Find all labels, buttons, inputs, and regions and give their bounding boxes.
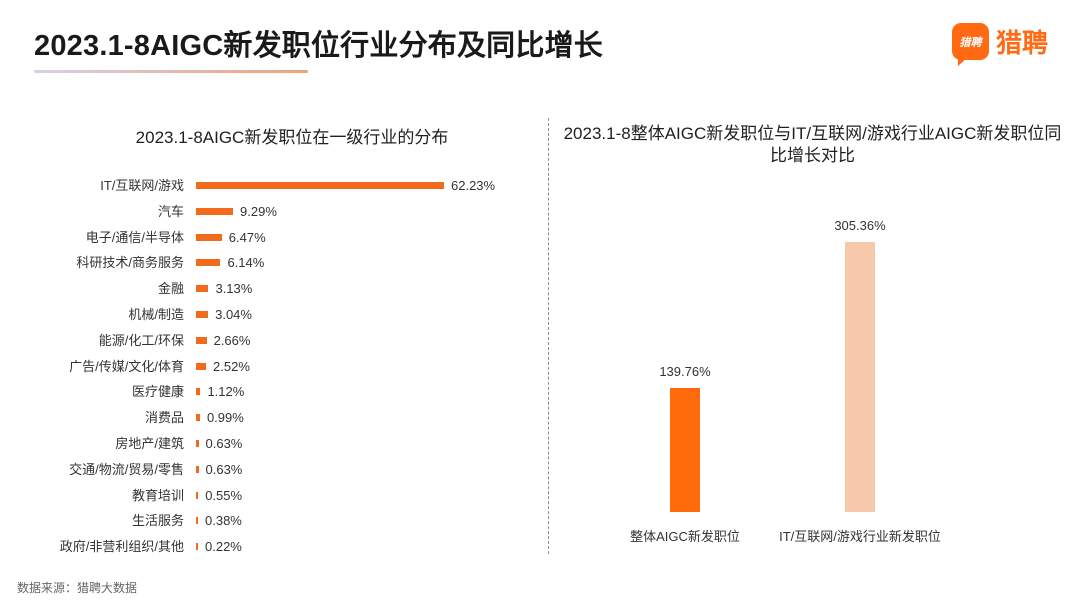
speech-bubble-icon: 猎聘 <box>952 23 989 66</box>
right-chart-title: 2023.1-8整体AIGC新发职位与IT/互联网/游戏行业AIGC新发职位同比… <box>563 124 1062 165</box>
bar <box>196 414 200 422</box>
bar-category-label: 科研技术/商务服务 <box>76 255 184 271</box>
bar <box>196 362 207 370</box>
bar-value-label: 6.47% <box>228 229 266 245</box>
brand-logo: 猎聘 猎聘 <box>952 23 1049 66</box>
bar-category-label: 广告/传媒/文化/体育 <box>69 358 184 374</box>
bar-row: 能源/化工/环保 2.66% <box>0 331 548 351</box>
bar-row: 生活服务 0.38% <box>0 511 548 531</box>
bar-value-label: 0.38% <box>205 513 242 529</box>
bar-category-label: 金融 <box>157 281 184 297</box>
bar-value-label: 1.12% <box>207 384 245 400</box>
bar-value-label: 2.66% <box>213 332 251 348</box>
bar-row: 机械/制造 3.04% <box>0 305 548 325</box>
bar-row: 教育培训 0.55% <box>0 486 548 506</box>
bar-row: 广告/传媒/文化/体育 2.52% <box>0 357 548 377</box>
bar <box>196 285 209 293</box>
bar-value-label: 9.29% <box>240 203 277 219</box>
bar-category-label: IT/互联网/游戏 <box>100 178 184 193</box>
bar-value-label: 2.52% <box>213 358 250 374</box>
bar-category-label: 医疗健康 <box>131 384 184 400</box>
bar <box>196 465 199 473</box>
bar-category-label: 电子/通信/半导体 <box>85 229 184 245</box>
bar-row: 医疗健康 1.12% <box>0 382 548 402</box>
bar <box>196 182 444 189</box>
bar-value-label: 0.63% <box>205 436 243 451</box>
bar <box>196 207 234 215</box>
title-underline <box>34 70 308 73</box>
bar <box>670 388 700 512</box>
bar-value-label: 0.22% <box>205 539 242 555</box>
bar-category-label: 交通/物流/贸易/零售 <box>69 461 184 477</box>
bar-value-label: 0.63% <box>205 461 243 477</box>
bar-category-label: 政府/非营利组织/其他 <box>59 539 184 555</box>
bar-category-label: 机械/制造 <box>128 307 184 322</box>
bar-value-label: 139.76% <box>659 364 711 380</box>
bar-category-label: 消费品 <box>144 410 184 426</box>
bar-category-label: 房地产/建筑 <box>115 436 184 451</box>
bar-value-label: 3.13% <box>215 281 253 297</box>
bar-category-label: 汽车 <box>157 203 184 219</box>
bar-category-label: 生活服务 <box>131 513 184 529</box>
brand-name: 猎聘 <box>996 28 1049 58</box>
bar-row: 交通/物流/贸易/零售 0.63% <box>0 460 548 480</box>
bar-value-label: 3.04% <box>215 307 252 322</box>
bar <box>196 517 198 525</box>
bar-row: 电子/通信/半导体 6.47% <box>0 228 548 248</box>
bar <box>196 388 201 396</box>
bar-row: 科研技术/商务服务 6.14% <box>0 253 548 273</box>
bar <box>196 543 198 551</box>
bar-category-label: 教育培训 <box>131 487 184 503</box>
bar-category-label: 整体AIGC新发职位 <box>630 529 740 544</box>
bar <box>196 491 199 499</box>
bar-value-label: 0.99% <box>206 410 244 426</box>
bar-value-label: 305.36% <box>834 218 886 233</box>
bar-row: 消费品 0.99% <box>0 408 548 428</box>
bar-category-label: 能源/化工/环保 <box>98 332 184 348</box>
bar <box>845 242 875 512</box>
bar-category-label: IT/互联网/游戏行业新发职位 <box>779 529 941 544</box>
data-source: 数据来源：猎聘大数据 <box>17 581 138 595</box>
bar-value-label: 6.14% <box>227 255 265 271</box>
bar <box>196 259 221 267</box>
bar-value-label: 0.55% <box>205 487 243 503</box>
bar <box>196 440 199 447</box>
bar <box>196 336 207 344</box>
left-chart-title: 2023.1-8AIGC新发职位在一级行业的分布 <box>135 128 449 147</box>
chart-divider <box>548 118 549 554</box>
bar-row: 金融 3.13% <box>0 279 548 299</box>
bar <box>196 311 209 318</box>
bar <box>196 233 222 241</box>
page-title: 2023.1-8AIGC新发职位行业分布及同比增长 <box>34 30 603 62</box>
bar-row: IT/互联网/游戏 62.23% <box>0 176 548 196</box>
brand-badge-text: 猎聘 <box>959 36 982 49</box>
bar-row: 汽车 9.29% <box>0 202 548 222</box>
bar-value-label: 62.23% <box>451 178 496 193</box>
bar-row: 房地产/建筑 0.63% <box>0 434 548 454</box>
bar-row: 政府/非营利组织/其他 0.22% <box>0 537 548 557</box>
